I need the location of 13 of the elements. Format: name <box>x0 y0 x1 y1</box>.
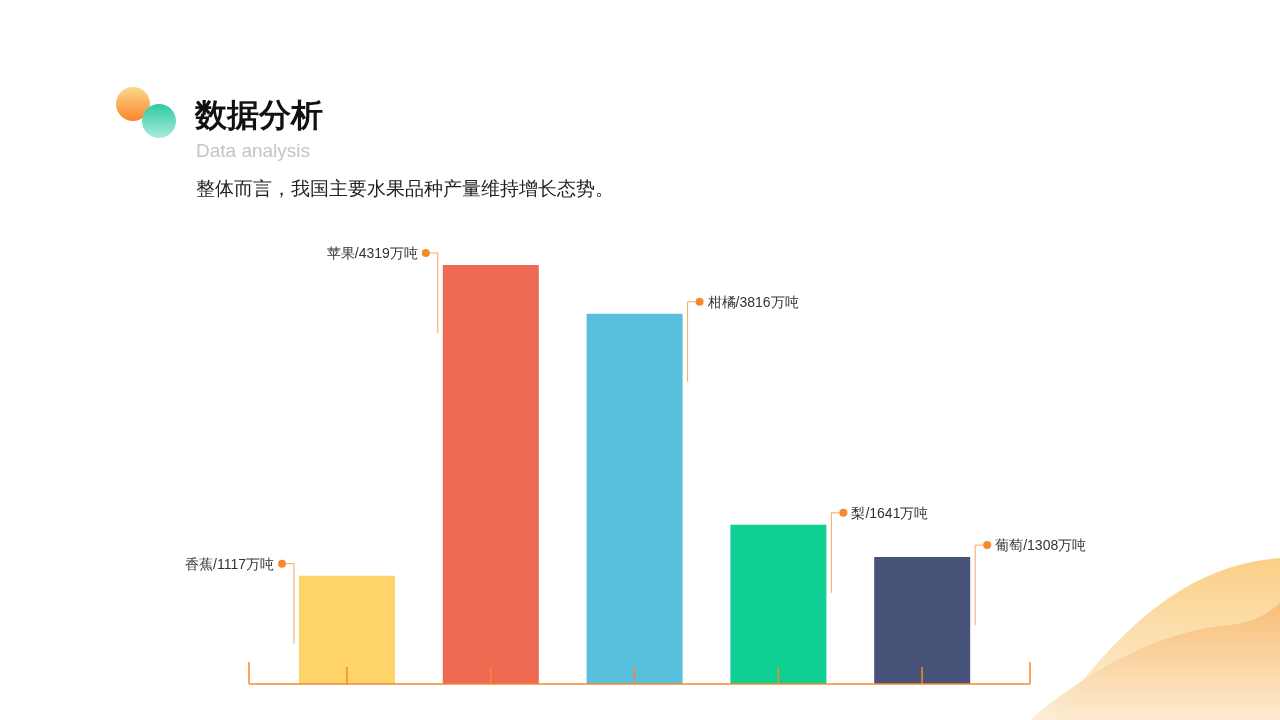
bar <box>442 265 539 684</box>
data-label: 梨/1641万吨 <box>851 504 929 521</box>
chart-title: 数据分析 <box>195 97 323 134</box>
bar <box>874 557 971 684</box>
bar <box>299 575 395 684</box>
text: 整体而言，我国主要水果品种产量维持增长态势。 <box>196 178 614 201</box>
bar <box>586 313 683 684</box>
data-label: 柑橘/3816万吨 <box>706 293 799 310</box>
bar <box>730 524 827 684</box>
chart-subtitle: Data analysis <box>196 140 311 162</box>
data-label: 苹果/4319万吨 <box>326 244 418 261</box>
data-label: 葡萄/1308万吨 <box>995 537 1087 554</box>
data-label: 香蕉/1117万吨 <box>185 555 274 572</box>
